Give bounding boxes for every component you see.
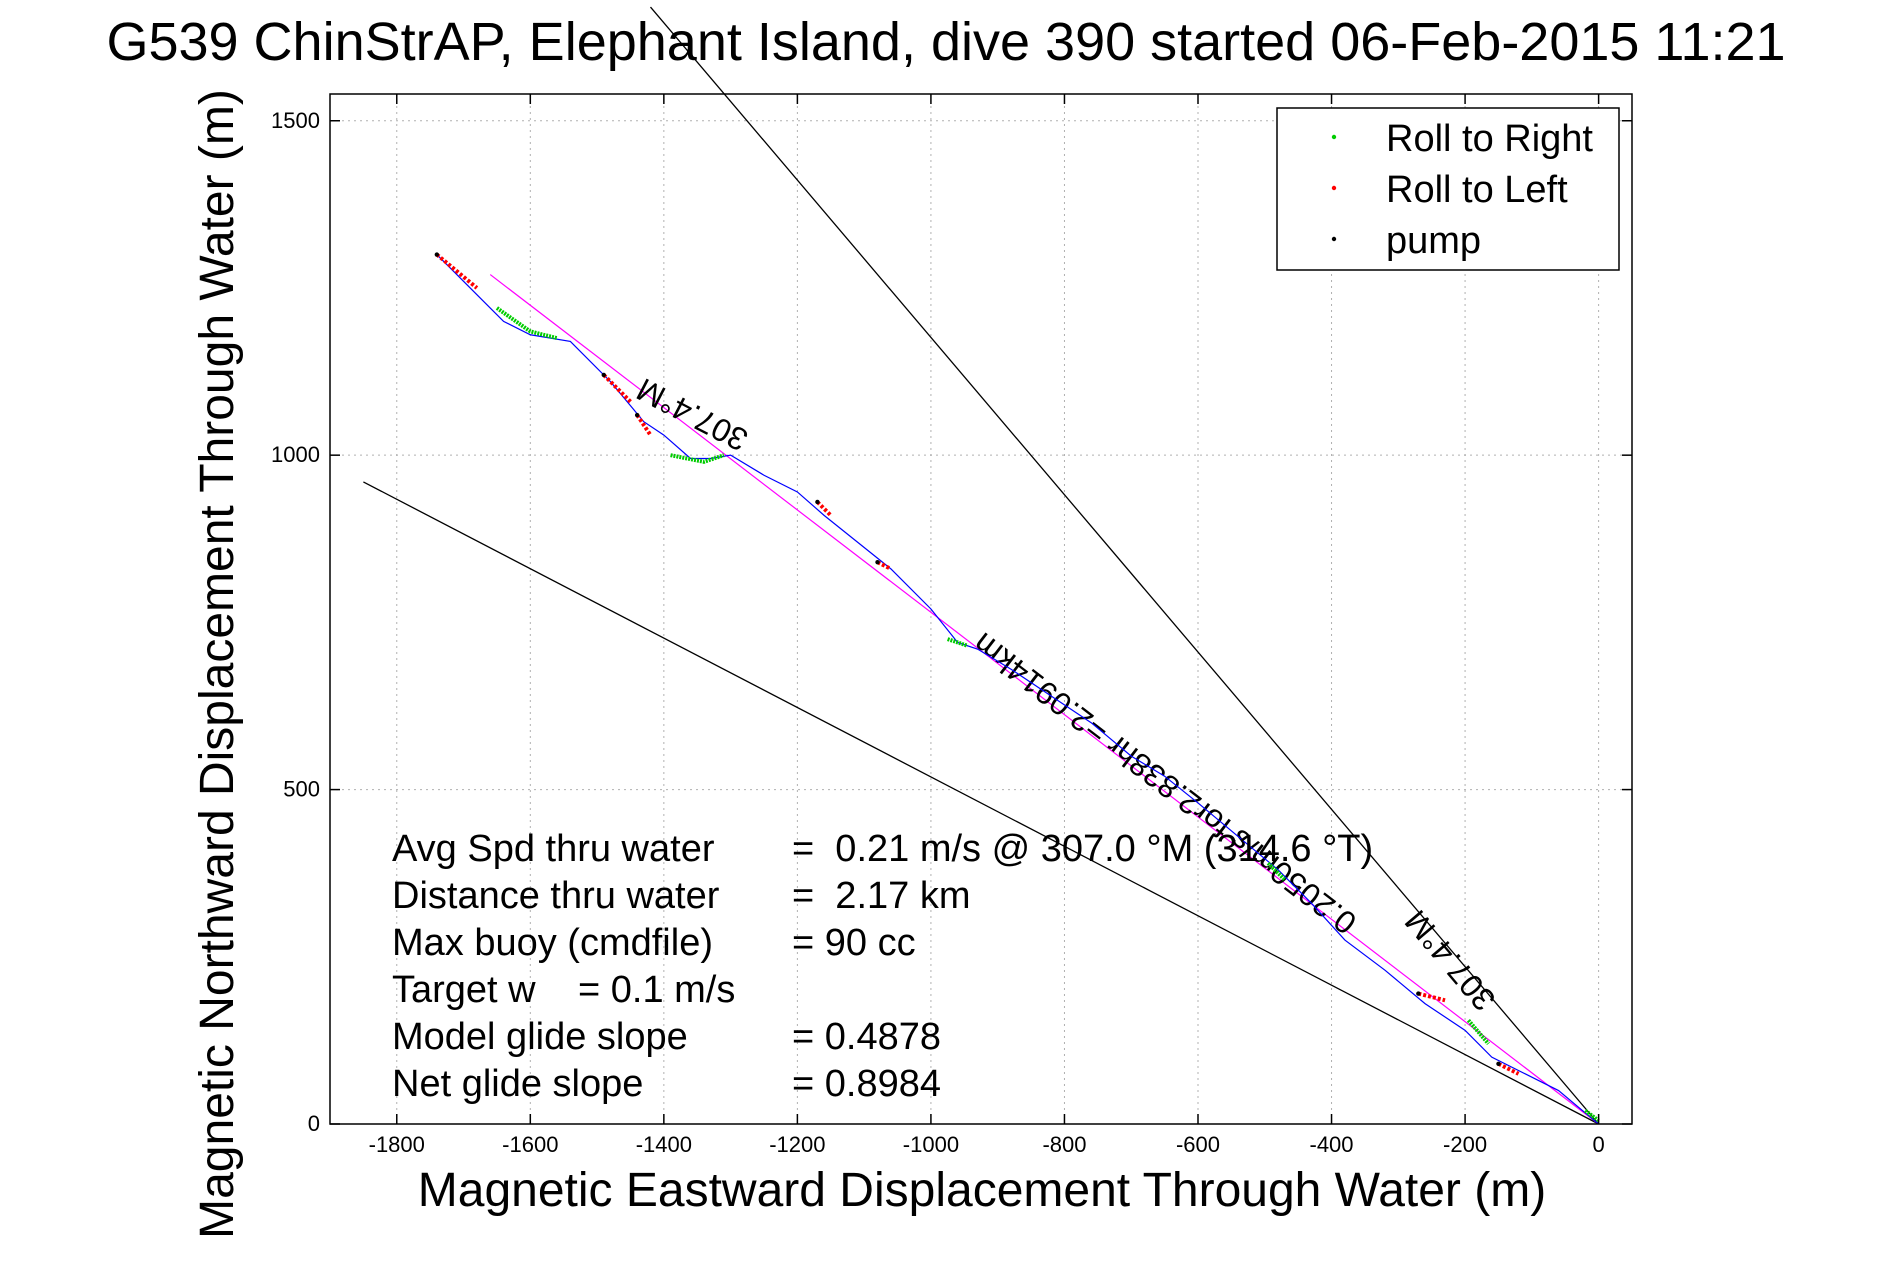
pump-marker [875,559,880,565]
pump-marker [1496,1061,1501,1067]
plot-frame [329,93,1633,1125]
stat-value: = 2.17 km [792,875,971,917]
roll-right-segment [1466,1019,1490,1046]
roll-left-segment [815,500,833,517]
roll-left-segment [635,413,653,437]
heading-label: 307.4°M [1398,903,1503,1017]
y-tick-label: 0 [308,1111,320,1136]
y-axis-label: Magnetic Northward Displacement Through … [191,89,244,1239]
grid-lines [330,94,1632,1125]
chart-title: G539 ChinStrAP, Elephant Island, dive 39… [106,12,1785,72]
pump-marker [815,499,820,505]
legend-label: Roll to Left [1386,169,1568,211]
x-axis-label: Magnetic Eastward Displacement Through W… [418,1164,1546,1217]
y-tick-label: 1000 [271,442,320,467]
legend-label: pump [1386,220,1481,262]
x-tick-label: -400 [1310,1132,1354,1157]
pump-marker [434,252,440,257]
axis-ticks: -1800 -1600 -1400 -1200 -1000 -800 -600 -400 -20… [271,94,1632,1157]
net-displacement-label: 0.2050m/s for2.838hr =2.0914km [966,626,1363,942]
x-tick-label: -1800 [369,1132,425,1157]
legend-marker [1331,236,1337,242]
stat-label: Max buoy (cmdfile) [392,922,713,964]
stat-label: Net glide slope [392,1063,644,1105]
legend: Roll to Right Roll to Left pump [1276,107,1620,271]
x-tick-label: -1000 [903,1132,959,1157]
stat-label: Avg Spd thru water [392,828,715,870]
heading-line [363,481,1599,1125]
roll-right-segment [670,453,725,464]
roll-right-segment [495,306,558,341]
stat-label: Model glide slope [392,1016,688,1058]
roll-markers [434,252,1600,1123]
x-tick-label: 0 [1592,1132,1604,1157]
stat-value: = 0.8984 [792,1063,941,1105]
net-displacement-line [489,274,1599,1125]
stat-value: = 90 cc [792,922,916,964]
x-tick-label: -200 [1443,1132,1487,1157]
x-tick-label: -600 [1176,1132,1220,1157]
y-tick-label: 1500 [271,108,320,133]
stat-value: = 0.1 m/s [578,969,736,1011]
roll-right-segment [1266,861,1287,882]
roll-left-segment [1417,991,1446,1003]
heading-line [649,6,1600,1125]
pump-marker [634,412,640,418]
stat-label: Target w [392,969,536,1011]
roll-left-segment [1497,1062,1520,1076]
roll-left-segment [435,252,479,290]
stat-label: Distance thru water [392,875,720,917]
heading-label: 307.4°M [631,371,754,458]
roll-right-segment [946,637,969,648]
y-tick-label: 500 [283,777,320,802]
x-tick-label: -800 [1042,1132,1086,1157]
legend-marker [1331,134,1337,140]
track-layer [436,254,1599,1125]
x-tick-label: -1400 [636,1132,692,1157]
x-tick-label: -1600 [502,1132,558,1157]
dive-track-line [436,254,1599,1125]
stat-value: = 0.21 m/s @ 307.0 °M (314.6 °T) [792,828,1374,870]
roll-left-segment [876,560,892,571]
stat-value: = 0.4878 [792,1016,941,1058]
legend-marker [1331,185,1337,191]
pump-marker [1416,991,1421,996]
x-tick-label: -1200 [769,1132,825,1157]
roll-right-segment [1584,1109,1600,1123]
pump-marker [601,372,606,378]
roll-left-segment [602,373,632,404]
legend-label: Roll to Right [1386,118,1593,160]
